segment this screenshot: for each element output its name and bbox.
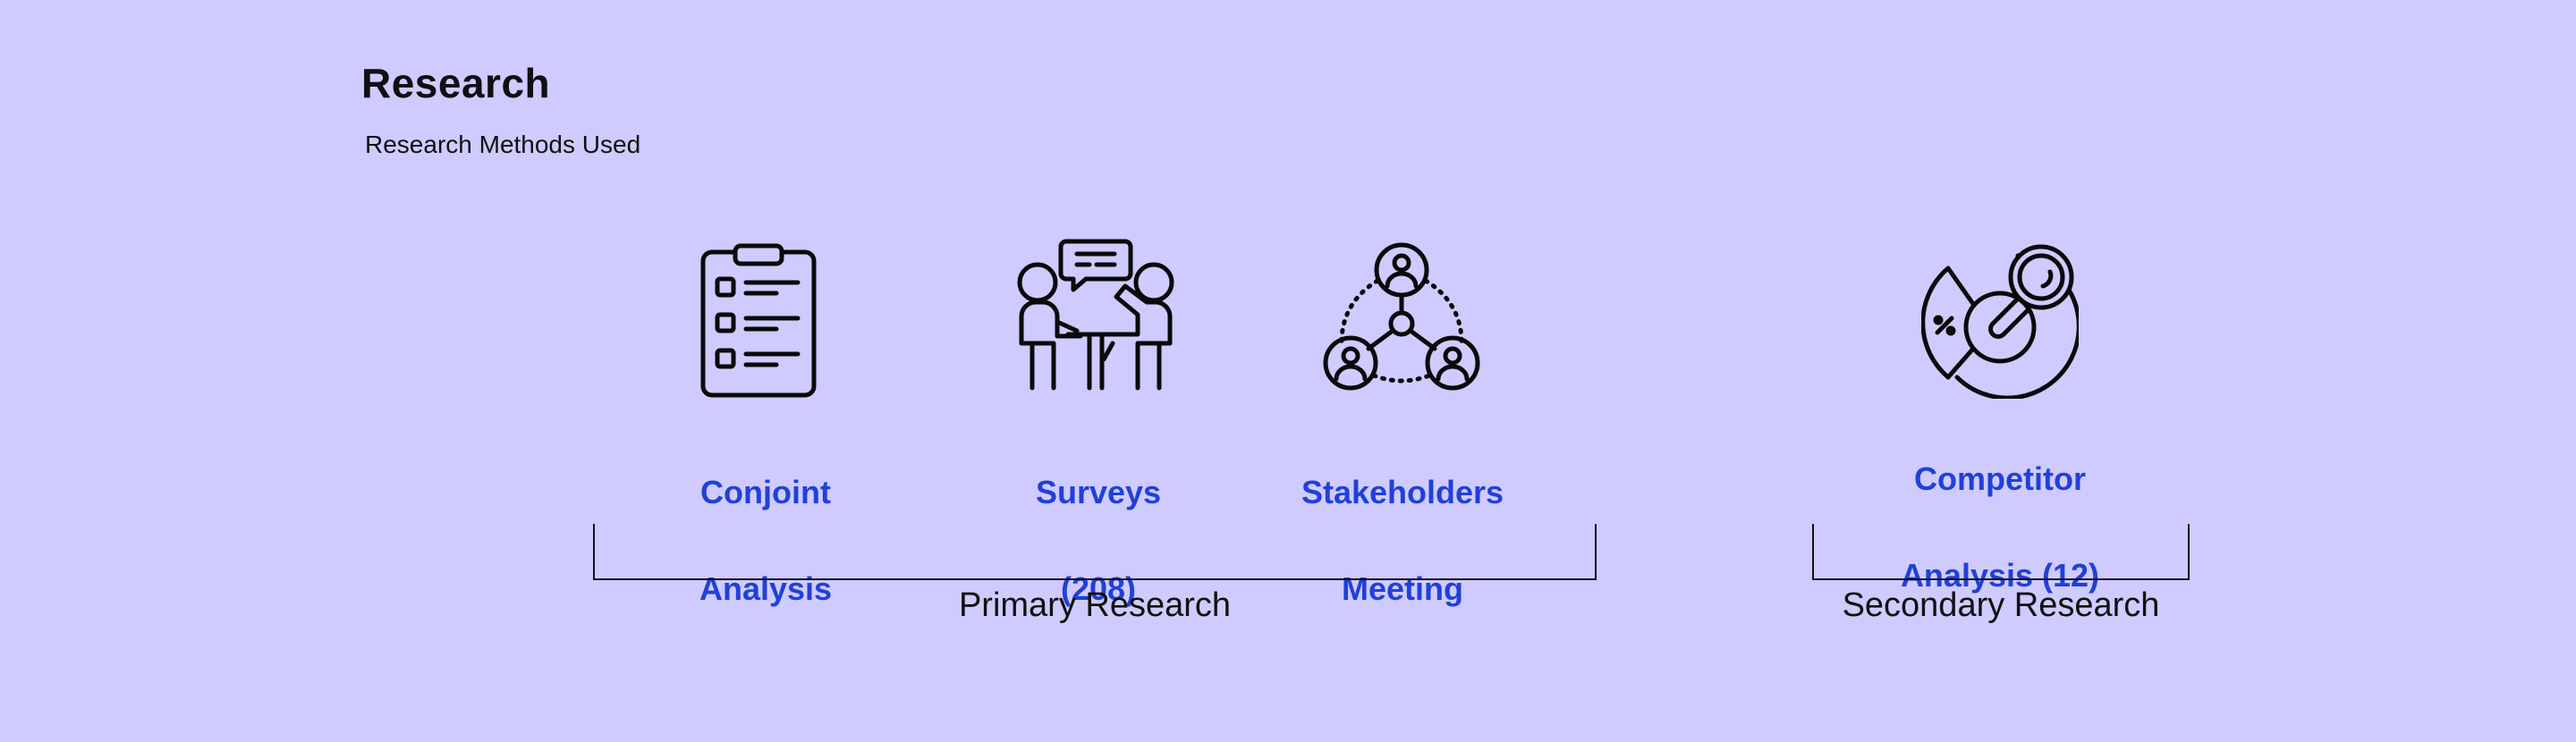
page-title: Research	[361, 60, 551, 106]
primary-research-bracket	[593, 524, 1597, 580]
primary-research-label: Primary Research	[958, 586, 1232, 624]
stakeholder-network-icon	[1322, 241, 1481, 392]
market-analysis-magnifier-icon	[1921, 241, 2079, 399]
people-meeting-chat-icon	[1014, 236, 1177, 397]
clipboard-checklist-icon	[699, 243, 818, 399]
page-subtitle: Research Methods Used	[365, 131, 641, 158]
secondary-research-label: Secondary Research	[1842, 586, 2160, 624]
method-label-conjoint: Conjoint Analysis	[699, 474, 833, 607]
secondary-research-bracket	[1812, 524, 2190, 580]
method-label-competitor: Competitor Analysis (12)	[1900, 460, 2100, 594]
method-label-surveys: Surveys (208)	[1035, 474, 1162, 607]
method-label-stakeholders: Stakeholders Meeting	[1301, 474, 1504, 607]
